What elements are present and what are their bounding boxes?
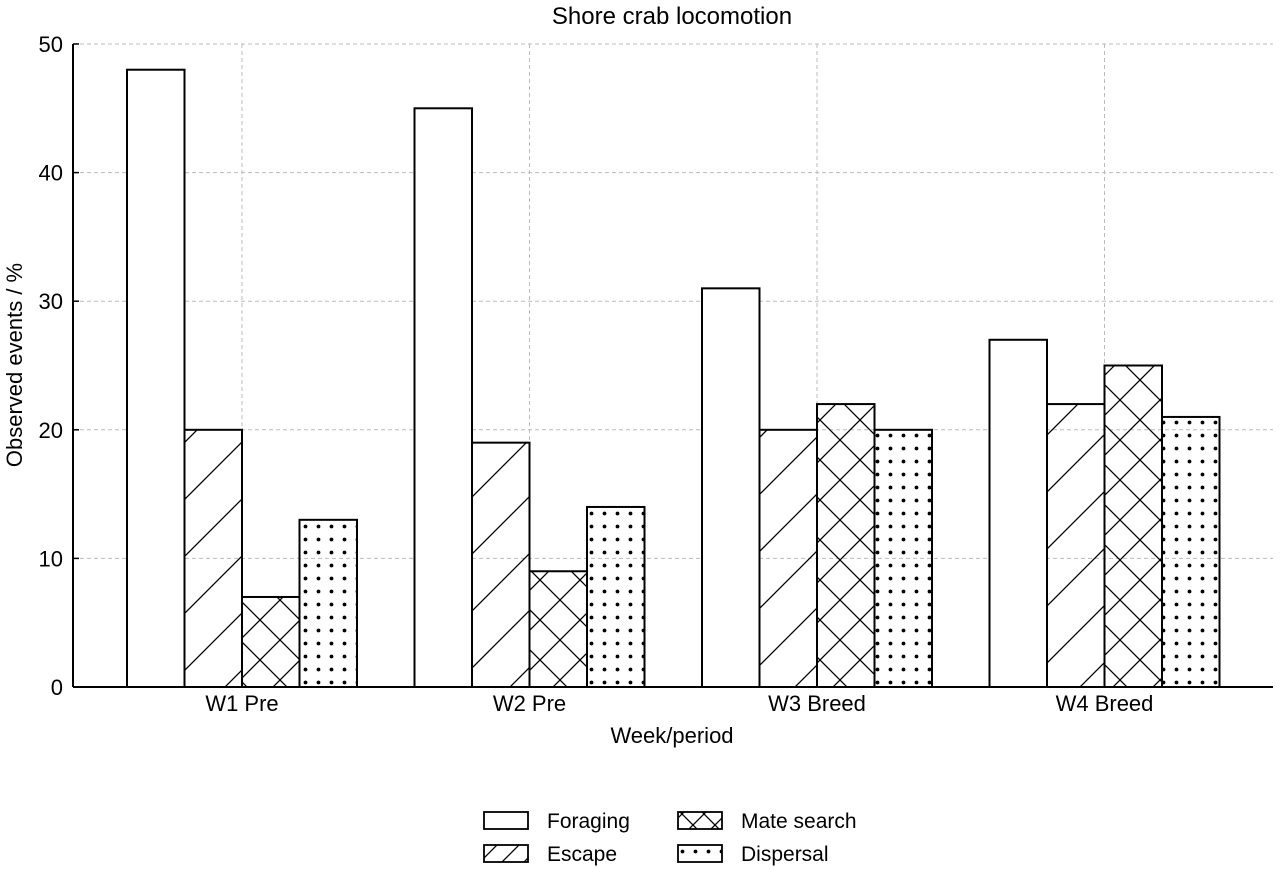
bar-mate-search-3 [1103,364,1163,688]
x-axis-label: Week/period [610,723,733,748]
bar-foraging-0 [126,68,186,689]
chart-title: Shore crab locomotion [552,3,792,30]
y-tick-label: 10 [39,546,63,571]
y-tick-label: 40 [39,161,63,186]
bar-escape-0 [183,428,243,688]
bar-mate-search-0 [241,595,301,688]
bar-escape-3 [1046,403,1106,688]
legend-swatch-foraging [483,811,529,830]
bar-dispersal-0 [298,518,358,688]
legend-label: Mate search [741,810,857,833]
bar-escape-2 [758,428,818,688]
x-tick-label: W2 Pre [493,691,566,716]
bar-dispersal-1 [586,505,646,688]
bar-mate-search-2 [816,403,876,688]
bar-dispersal-2 [873,428,933,688]
bar-mate-search-1 [528,570,588,689]
bar-foraging-2 [701,287,761,688]
axes: 0 10 20 30 40 50 W1 Pre W2 Pre W3 Breed W4 Breed [39,32,1273,716]
legend-swatch-dispersal [677,844,723,863]
y-tick-label: 50 [39,32,63,57]
x-tick-label: W1 Pre [205,691,278,716]
x-tick-label: W4 Breed [1056,691,1154,716]
legend-label: Dispersal [741,843,829,866]
bar-dispersal-3 [1161,415,1221,688]
y-axis-label: Observed events / % [2,263,27,467]
legend-label: Foraging [547,810,630,833]
legend-swatch-escape [483,844,529,863]
bars-group [126,68,1221,689]
y-tick-label: 30 [39,289,63,314]
legend-swatch-mate-search [677,811,723,830]
y-tick-label: 0 [51,675,63,700]
bar-foraging-1 [413,107,473,689]
legend: Foraging Escape Mate search Dispersal [483,810,857,866]
legend-label: Escape [547,843,617,866]
x-tick-label: W3 Breed [768,691,866,716]
bar-escape-1 [471,441,531,688]
bar-foraging-3 [988,338,1048,688]
y-tick-label: 20 [39,418,63,443]
